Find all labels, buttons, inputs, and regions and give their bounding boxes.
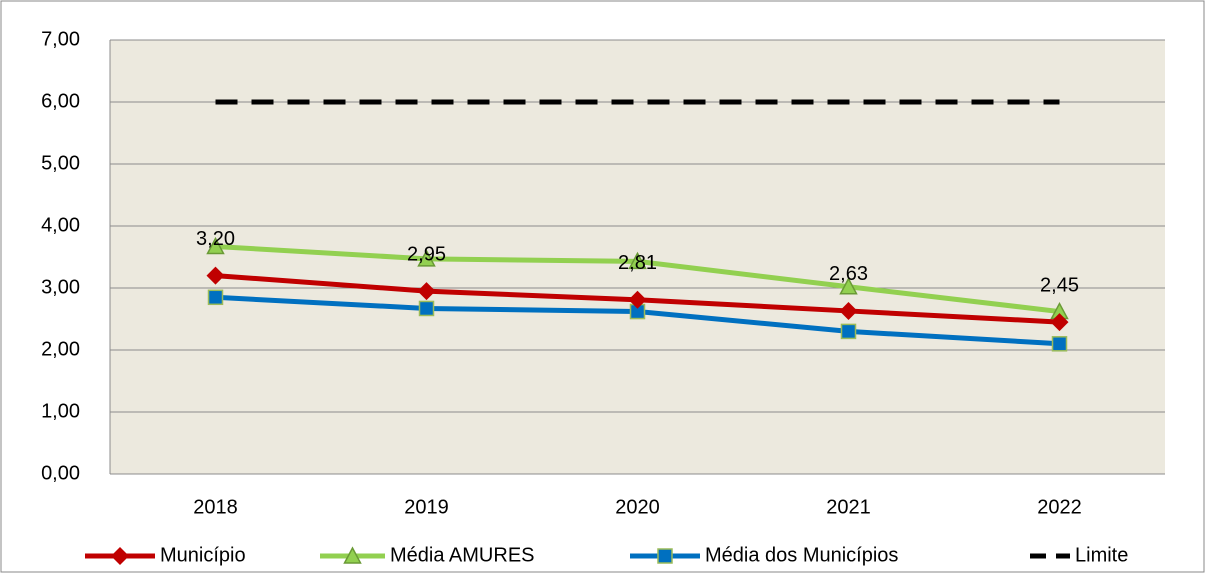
marker (417, 249, 436, 267)
legend-marker (657, 548, 673, 564)
data-label: 2,45 (1040, 274, 1079, 296)
marker (839, 277, 858, 295)
marker (1050, 313, 1069, 332)
marker (206, 236, 225, 255)
legend-label: Município (160, 544, 246, 566)
data-label: 2,95 (407, 243, 446, 265)
legend-label: Média AMURES (390, 544, 535, 566)
y-tick-label: 1,00 (41, 400, 80, 422)
legend-label: Limite (1075, 544, 1128, 566)
y-tick-label: 6,00 (41, 90, 80, 112)
y-tick-label: 7,00 (41, 28, 80, 50)
data-label: 3,20 (196, 228, 235, 250)
x-tick-label: 2021 (826, 496, 871, 518)
legend-label: Média dos Municípios (705, 544, 898, 566)
marker (418, 300, 435, 317)
marker (839, 301, 858, 320)
x-tick-label: 2020 (615, 496, 660, 518)
marker (628, 290, 647, 309)
y-tick-label: 2,00 (41, 338, 80, 360)
y-tick-label: 3,00 (41, 276, 80, 298)
x-tick-label: 2018 (193, 496, 238, 518)
y-tick-label: 5,00 (41, 152, 80, 174)
legend-marker (343, 546, 362, 564)
x-tick-label: 2019 (404, 496, 449, 518)
y-tick-label: 0,00 (41, 462, 80, 484)
marker (840, 323, 857, 340)
marker (207, 289, 224, 306)
y-tick-label: 4,00 (41, 214, 80, 236)
x-tick-label: 2022 (1037, 496, 1082, 518)
marker (628, 251, 647, 270)
marker (206, 266, 225, 285)
legend-marker (111, 547, 129, 565)
data-label: 2,63 (829, 263, 868, 285)
marker (1051, 336, 1068, 352)
data-label: 2,81 (618, 252, 657, 274)
marker (417, 282, 436, 301)
